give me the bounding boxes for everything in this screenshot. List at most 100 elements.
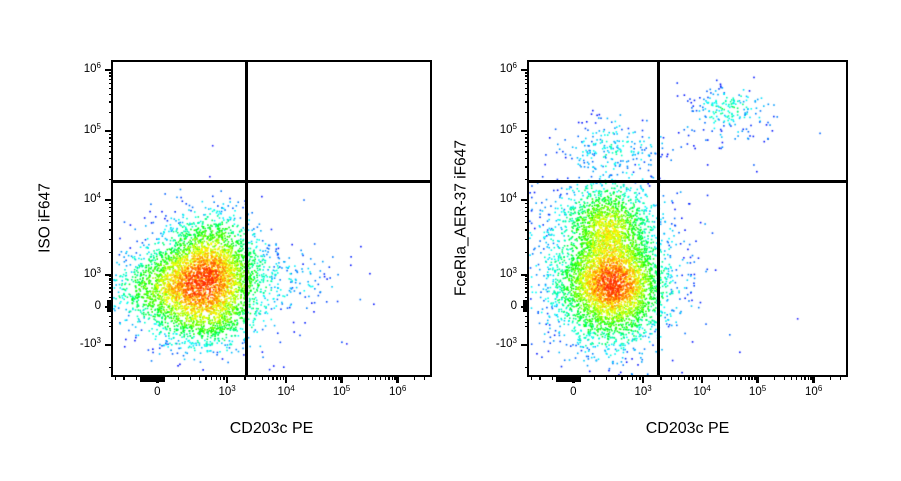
axis-tick (272, 375, 274, 380)
axis-tick (388, 375, 390, 380)
axis-tick (521, 273, 529, 277)
axis-tick-label: 0 (570, 386, 577, 398)
axis-tick (740, 375, 742, 380)
axis-tick-label: -103 (79, 336, 101, 350)
zero-region-tick-block (555, 375, 582, 382)
axis-tick (524, 277, 529, 279)
axis-tick (108, 206, 113, 208)
axis-tick (524, 229, 529, 231)
zero-region-tick-block (139, 375, 166, 382)
axis-tick (524, 281, 529, 283)
axis-tick (718, 375, 720, 380)
axis-tick (108, 202, 113, 205)
axis-tick (205, 375, 207, 380)
axis-tick (108, 141, 113, 143)
axis-tick (198, 375, 201, 380)
axis-tick (783, 375, 786, 380)
axis-tick-label: 105 (332, 384, 351, 398)
axis-tick (135, 375, 138, 380)
axis-tick (108, 93, 113, 96)
axis-tick (521, 343, 529, 347)
axis-tick (524, 145, 529, 148)
axis-tick (524, 112, 529, 114)
quadrant-gate-horizontal (113, 180, 430, 184)
axis-tick (108, 87, 113, 90)
axis-tick (223, 375, 225, 380)
axis-tick-label: 104 (693, 384, 711, 398)
axis-tick (108, 75, 113, 77)
axis-tick (524, 251, 529, 254)
axis-tick (524, 221, 529, 224)
axis-tick (521, 129, 529, 133)
axis-tick (108, 321, 113, 323)
axis-tick (357, 375, 360, 380)
scatter-canvas (529, 62, 846, 375)
axis-tick (215, 375, 217, 380)
axis-tick (539, 375, 541, 380)
axis-tick (108, 151, 113, 153)
axis-tick (621, 375, 623, 380)
axis-tick (524, 321, 529, 323)
axis-tick (688, 375, 690, 380)
axis-tick (524, 72, 529, 74)
axis-tick (108, 325, 113, 327)
axis-tick (524, 166, 529, 168)
axis-tick (524, 137, 529, 139)
axis-tick (727, 375, 730, 380)
axis-tick-label: 104 (499, 191, 517, 206)
axis-tick (698, 375, 701, 380)
axis-tick (396, 375, 399, 383)
axis-tick (700, 375, 704, 383)
axis-tick-label: 105 (83, 122, 101, 137)
axis-tick (108, 279, 113, 281)
axis-tick-label: 0 (154, 386, 161, 398)
axis-tick (332, 375, 334, 380)
axis-tick (754, 375, 756, 380)
axis-tick (105, 129, 113, 133)
axis-tick (812, 375, 815, 383)
axis-tick (108, 281, 113, 283)
axis-tick (244, 375, 246, 380)
axis-tick (210, 375, 213, 380)
axis-tick (744, 375, 746, 380)
axis-tick (839, 375, 842, 380)
axis-tick (108, 315, 113, 318)
axis-tick (108, 229, 113, 231)
axis-tick (105, 343, 113, 347)
axis-tick (524, 291, 529, 293)
axis-tick (524, 315, 529, 318)
axis-tick (108, 78, 113, 81)
axis-tick (614, 375, 617, 380)
quadrant-gate-vertical (244, 62, 248, 375)
axis-tick (394, 375, 396, 380)
axis-tick (108, 291, 113, 293)
axis-tick (105, 273, 113, 277)
axis-tick-label: 104 (83, 191, 101, 206)
axis-tick (524, 93, 529, 96)
axis-tick (108, 157, 113, 160)
zero-region-tick-block (522, 299, 529, 313)
axis-tick (641, 375, 645, 383)
x-axis-label: CD203c PE (645, 420, 730, 437)
axis-tick (108, 215, 113, 218)
axis-tick (660, 375, 662, 380)
axis-tick (524, 75, 529, 77)
axis-tick (328, 375, 330, 380)
axis-tick (670, 375, 672, 380)
axis-tick (108, 133, 113, 135)
axis-tick (108, 284, 113, 286)
axis-tick (189, 375, 192, 380)
axis-tick-label: 103 (499, 266, 517, 281)
axis-tick (524, 210, 529, 213)
axis-tick (524, 133, 529, 135)
axis-tick (524, 238, 529, 240)
axis-tick (340, 375, 343, 383)
axis-tick (338, 375, 340, 380)
axis-tick (524, 151, 529, 153)
axis-tick (108, 101, 113, 103)
axis-tick (114, 375, 117, 380)
axis-tick (177, 375, 180, 380)
axis-tick-label: 106 (83, 61, 101, 76)
axis-tick-label: 104 (277, 384, 295, 398)
flow-plot-iso: 0 103 104 105 106 -103 0 103 104 105 106 CD203c P… (37, 60, 432, 437)
